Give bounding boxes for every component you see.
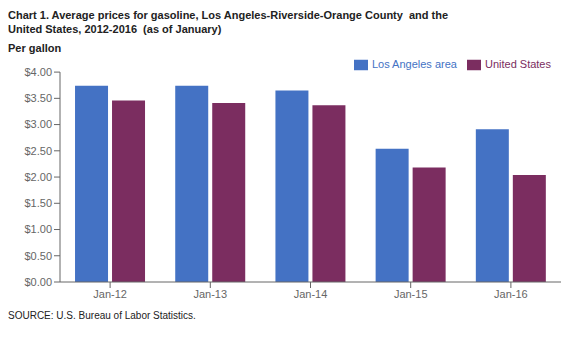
svg-text:$1.00: $1.00 — [24, 223, 52, 235]
svg-text:$0.00: $0.00 — [24, 276, 52, 288]
html-text:Per gallon: Per gallon — [8, 42, 62, 54]
svg-text:Jan-15: Jan-15 — [394, 288, 428, 300]
html-text:Los Angeles area: Los Angeles area — [371, 58, 457, 70]
svg-text:Jan-14: Jan-14 — [294, 288, 328, 300]
svg-text:$1.50: $1.50 — [24, 197, 52, 209]
svg-text:Jan-12: Jan-12 — [93, 288, 127, 300]
svg-text:$2.50: $2.50 — [24, 145, 52, 157]
svg-text:$3.00: $3.00 — [24, 118, 52, 130]
html-text:SOURCE: U.S. Bureau of Labor S: SOURCE: U.S. Bureau of Labor Statistics. — [8, 310, 196, 321]
svg-text:$0.50: $0.50 — [24, 250, 52, 262]
html-text:United States: United States — [485, 58, 551, 70]
svg-text:$2.00: $2.00 — [24, 171, 52, 183]
html-text:United States, 2012-2016 (as o: United States, 2012-2016 (as of January) — [8, 23, 222, 35]
svg-text:$4.00: $4.00 — [24, 66, 52, 78]
svg-text:$3.50: $3.50 — [24, 92, 52, 104]
svg-text:Jan-13: Jan-13 — [193, 288, 227, 300]
svg-text:Jan-16: Jan-16 — [494, 288, 528, 300]
html-text:Chart 1. Average prices for ga: Chart 1. Average prices for gasoline, Lo… — [8, 9, 449, 21]
